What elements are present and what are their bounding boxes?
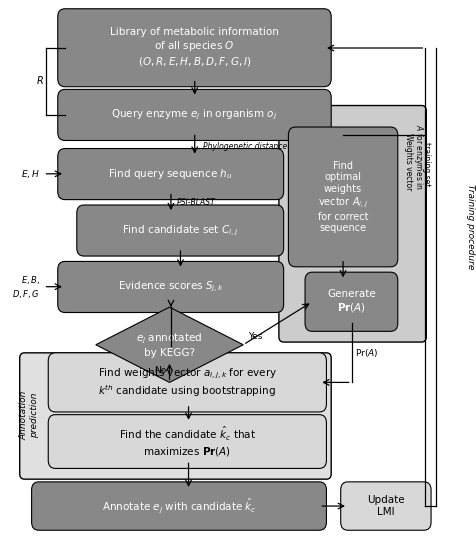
Text: Find weights vector $a_{i,j,k}$ for every
$k^{th}$ candidate using bootstrapping: Find weights vector $a_{i,j,k}$ for ever… (98, 366, 277, 399)
FancyBboxPatch shape (58, 261, 283, 313)
Text: training set: training set (421, 142, 430, 187)
Text: Phylogenetic distance: Phylogenetic distance (202, 142, 287, 151)
Text: Training procedure: Training procedure (465, 184, 474, 269)
FancyBboxPatch shape (288, 127, 397, 267)
Text: Find
optimal
weights
vector $A_{i,j}$
for correct
sequence: Find optimal weights vector $A_{i,j}$ fo… (317, 161, 367, 233)
FancyBboxPatch shape (58, 89, 330, 141)
Polygon shape (96, 307, 243, 382)
FancyBboxPatch shape (77, 205, 283, 256)
Text: Evidence scores $S_{j,k}$: Evidence scores $S_{j,k}$ (118, 280, 223, 294)
FancyBboxPatch shape (58, 9, 330, 87)
Text: Find candidate set $C_{i,j}$: Find candidate set $C_{i,j}$ (122, 223, 238, 238)
Text: $e_j$ annotated
by KEGG?: $e_j$ annotated by KEGG? (136, 332, 202, 358)
Text: No: No (154, 366, 166, 375)
FancyBboxPatch shape (305, 272, 397, 331)
Text: Query enzyme $e_j$ in organism $o_j$: Query enzyme $e_j$ in organism $o_j$ (111, 108, 277, 122)
Text: Update
LMI: Update LMI (367, 495, 404, 517)
Text: $R$: $R$ (36, 74, 44, 86)
FancyBboxPatch shape (278, 106, 426, 342)
FancyBboxPatch shape (340, 482, 430, 530)
Text: Library of metabolic information
of all species $O$
($O, R, E, H, B, D, F, G, I$: Library of metabolic information of all … (110, 27, 278, 68)
Text: Weights vector: Weights vector (403, 133, 412, 191)
Text: Annotation
prediction: Annotation prediction (20, 391, 39, 440)
Text: Generate
$\mathbf{Pr}(A)$: Generate $\mathbf{Pr}(A)$ (327, 289, 375, 314)
FancyBboxPatch shape (58, 149, 283, 199)
Text: Yes: Yes (248, 332, 262, 341)
FancyBboxPatch shape (48, 414, 326, 468)
Text: Find query sequence $h_u$: Find query sequence $h_u$ (108, 167, 233, 181)
Text: $A$ for enzymes in: $A$ for enzymes in (411, 123, 424, 190)
Text: $E, B,$
$D, F, G$: $E, B,$ $D, F, G$ (12, 274, 40, 300)
Text: Pr$(A)$: Pr$(A)$ (354, 347, 378, 359)
Text: PSI-BLAST: PSI-BLAST (176, 198, 215, 208)
Text: $E,H$: $E,H$ (21, 168, 40, 180)
FancyBboxPatch shape (20, 353, 330, 479)
FancyBboxPatch shape (31, 482, 326, 530)
Text: Find the candidate $\hat{k}_c$ that
maximizes $\mathbf{Pr}(A)$: Find the candidate $\hat{k}_c$ that maxi… (119, 425, 255, 458)
FancyBboxPatch shape (48, 353, 326, 412)
Text: Annotate $e_j$ with candidate $\hat{k}_c$: Annotate $e_j$ with candidate $\hat{k}_c… (101, 497, 256, 515)
